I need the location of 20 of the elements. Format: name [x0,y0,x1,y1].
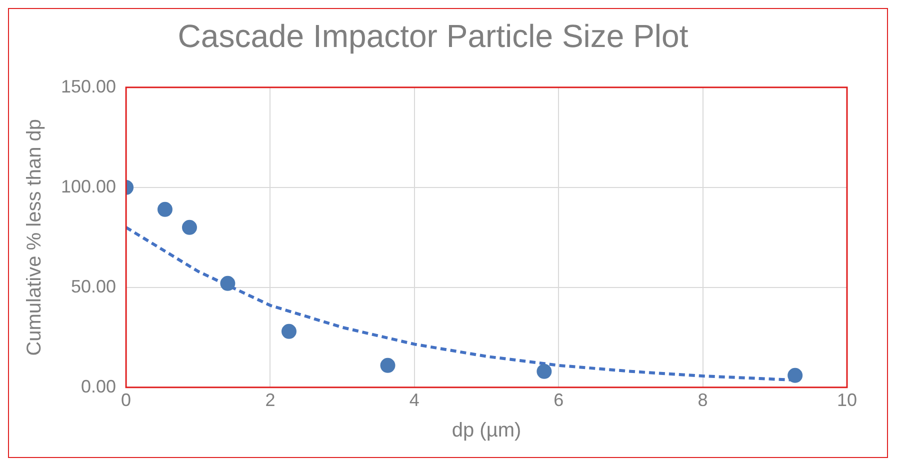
x-tick-label: 4 [409,390,420,410]
point [157,202,172,217]
point [182,220,197,235]
y-tick-label: 0.00 [81,376,116,396]
x-tick-label: 8 [698,390,708,410]
y-axis-title: Cumulative % less than dp [24,119,46,356]
x-tick-label: 10 [836,390,858,410]
x-tick-label: 0 [121,390,132,410]
x-axis-title: dp (µm) [452,420,522,442]
point [220,276,236,291]
point [788,368,803,383]
y-tick-label: 150.00 [60,76,116,96]
y-tick-label: 50.00 [71,276,116,296]
chart-title: Cascade Impactor Particle Size Plot [178,18,688,54]
y-tick-label: 100.00 [60,176,116,196]
point [380,358,396,373]
point [281,324,296,339]
x-tick-label: 6 [554,390,564,410]
x-tick-label: 2 [265,390,276,410]
point [536,364,552,379]
